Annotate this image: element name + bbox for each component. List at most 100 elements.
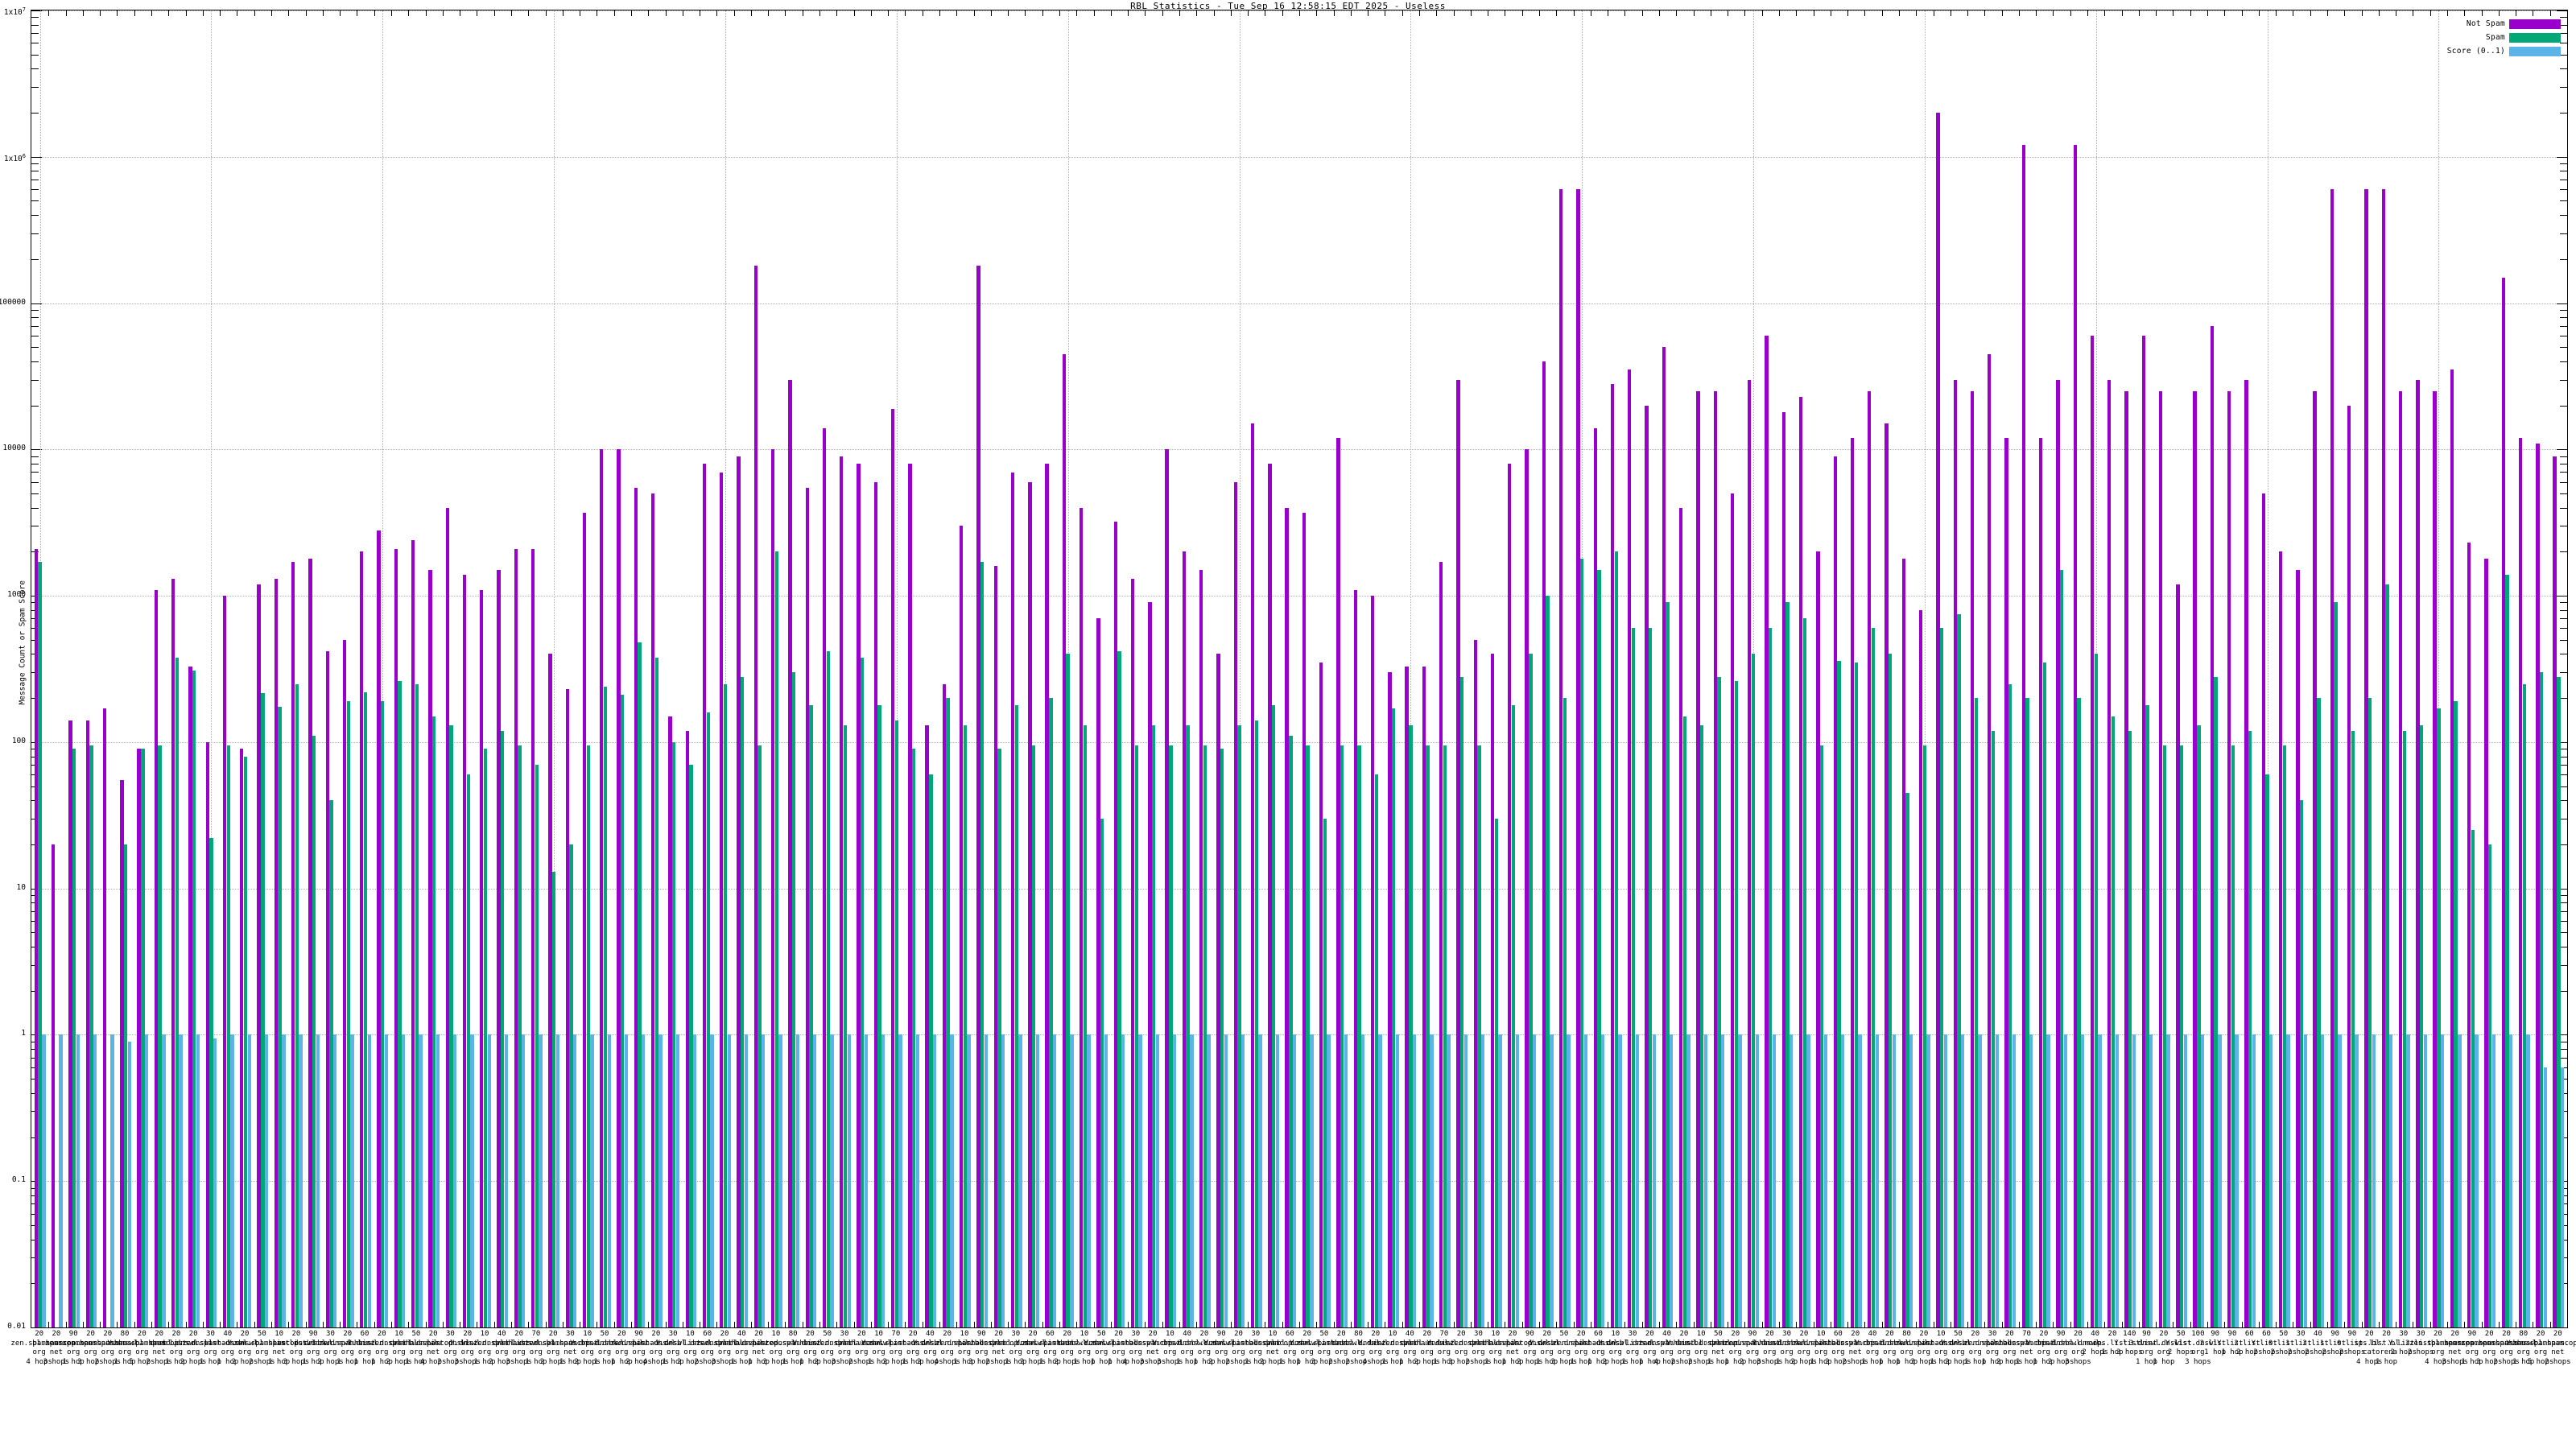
- bar-score[interactable]: [59, 1034, 63, 1327]
- bar-not-spam[interactable]: [2210, 325, 2215, 1327]
- bar-score[interactable]: [213, 1038, 217, 1327]
- bar-not-spam[interactable]: [394, 548, 398, 1327]
- bar-score[interactable]: [1583, 1034, 1588, 1327]
- bar-score[interactable]: [1378, 1034, 1382, 1327]
- bar-score[interactable]: [1995, 1034, 1999, 1327]
- bar-score[interactable]: [196, 1034, 200, 1327]
- bar-spam[interactable]: [449, 725, 453, 1327]
- bar-group[interactable]: [306, 10, 323, 1327]
- bar-score[interactable]: [539, 1034, 543, 1327]
- bar-group[interactable]: [785, 10, 802, 1327]
- bar-group[interactable]: [2122, 10, 2139, 1327]
- bar-not-spam[interactable]: [377, 530, 381, 1327]
- bar-group[interactable]: [2070, 10, 2087, 1327]
- bar-group[interactable]: [2413, 10, 2429, 1327]
- bar-spam[interactable]: [38, 562, 42, 1327]
- bar-group[interactable]: [546, 10, 563, 1327]
- bar-not-spam[interactable]: [2021, 145, 2025, 1327]
- bar-spam[interactable]: [2265, 774, 2269, 1327]
- bar-score[interactable]: [1498, 1034, 1502, 1327]
- bar-group[interactable]: [768, 10, 785, 1327]
- bar-spam[interactable]: [2471, 830, 2475, 1327]
- bar-group[interactable]: [1659, 10, 1676, 1327]
- bar-not-spam[interactable]: [1730, 493, 1735, 1327]
- bar-not-spam[interactable]: [2484, 558, 2488, 1327]
- bar-score[interactable]: [967, 1034, 971, 1327]
- bar-not-spam[interactable]: [1370, 596, 1375, 1327]
- bar-group[interactable]: [1711, 10, 1728, 1327]
- bar-spam[interactable]: [1631, 628, 1636, 1327]
- bar-spam[interactable]: [1529, 654, 1533, 1327]
- bar-not-spam[interactable]: [2313, 391, 2317, 1327]
- bar-not-spam[interactable]: [2176, 584, 2180, 1327]
- bar-score[interactable]: [504, 1034, 509, 1327]
- bar-spam[interactable]: [963, 725, 968, 1327]
- bar-not-spam[interactable]: [137, 749, 141, 1327]
- bar-score[interactable]: [1463, 1034, 1468, 1327]
- bar-not-spam[interactable]: [1558, 189, 1563, 1327]
- bar-spam[interactable]: [671, 741, 676, 1327]
- bar-score[interactable]: [1138, 1034, 1142, 1327]
- bar-group[interactable]: [1402, 10, 1419, 1327]
- bar-score[interactable]: [1515, 1034, 1519, 1327]
- bar-score[interactable]: [419, 1034, 423, 1327]
- bar-score[interactable]: [1207, 1034, 1211, 1327]
- bar-spam[interactable]: [1546, 596, 1550, 1327]
- bar-spam[interactable]: [2505, 574, 2509, 1327]
- bar-score[interactable]: [692, 1034, 697, 1327]
- bar-score[interactable]: [812, 1034, 817, 1327]
- bar-group[interactable]: [1608, 10, 1624, 1327]
- bar-group[interactable]: [666, 10, 683, 1327]
- bar-score[interactable]: [1738, 1034, 1742, 1327]
- bar-score[interactable]: [675, 1034, 680, 1327]
- bar-score[interactable]: [2423, 1034, 2427, 1327]
- bar-spam[interactable]: [518, 745, 522, 1327]
- bar-not-spam[interactable]: [720, 472, 724, 1327]
- bar-group[interactable]: [2036, 10, 2053, 1327]
- bar-group[interactable]: [1231, 10, 1248, 1327]
- bar-group[interactable]: [1454, 10, 1471, 1327]
- bar-not-spam[interactable]: [1113, 522, 1117, 1327]
- bar-group[interactable]: [1368, 10, 1385, 1327]
- bar-score[interactable]: [915, 1034, 919, 1327]
- bar-spam[interactable]: [2351, 730, 2355, 1327]
- bar-score[interactable]: [762, 1034, 766, 1327]
- bar-score[interactable]: [864, 1034, 869, 1327]
- bar-spam[interactable]: [774, 551, 778, 1327]
- bar-not-spam[interactable]: [1850, 437, 1855, 1327]
- bar-group[interactable]: [100, 10, 117, 1327]
- bar-spam[interactable]: [1819, 745, 1824, 1327]
- bar-spam[interactable]: [638, 642, 642, 1327]
- bar-not-spam[interactable]: [1781, 411, 1786, 1327]
- bar-group[interactable]: [2447, 10, 2464, 1327]
- bar-score[interactable]: [2303, 1034, 2307, 1327]
- bar-not-spam[interactable]: [548, 654, 552, 1327]
- bar-spam[interactable]: [2214, 676, 2218, 1327]
- bar-spam[interactable]: [175, 657, 180, 1327]
- bar-spam[interactable]: [1802, 618, 1807, 1327]
- bar-not-spam[interactable]: [2244, 379, 2248, 1327]
- bar-score[interactable]: [1978, 1034, 1982, 1327]
- bar-not-spam[interactable]: [582, 512, 587, 1327]
- bar-not-spam[interactable]: [2004, 437, 2008, 1327]
- bar-not-spam[interactable]: [325, 650, 329, 1327]
- bar-score[interactable]: [898, 1034, 902, 1327]
- bar-score[interactable]: [1430, 1034, 1434, 1327]
- bar-score[interactable]: [1875, 1034, 1879, 1327]
- bar-spam[interactable]: [826, 650, 830, 1327]
- bar-spam[interactable]: [2334, 602, 2338, 1327]
- bar-spam[interactable]: [861, 657, 865, 1327]
- bar-score[interactable]: [2098, 1034, 2102, 1327]
- bar-not-spam[interactable]: [291, 562, 295, 1327]
- bar-group[interactable]: [1676, 10, 1693, 1327]
- bar-not-spam[interactable]: [1130, 579, 1135, 1327]
- bar-not-spam[interactable]: [1970, 391, 1975, 1327]
- bar-spam[interactable]: [1066, 654, 1070, 1327]
- bar-score[interactable]: [247, 1034, 251, 1327]
- bar-spam[interactable]: [1717, 676, 1721, 1327]
- bar-not-spam[interactable]: [2056, 379, 2060, 1327]
- bar-not-spam[interactable]: [2330, 189, 2334, 1327]
- bar-score[interactable]: [1858, 1034, 1862, 1327]
- bar-score[interactable]: [2218, 1034, 2222, 1327]
- bar-not-spam[interactable]: [1456, 379, 1460, 1327]
